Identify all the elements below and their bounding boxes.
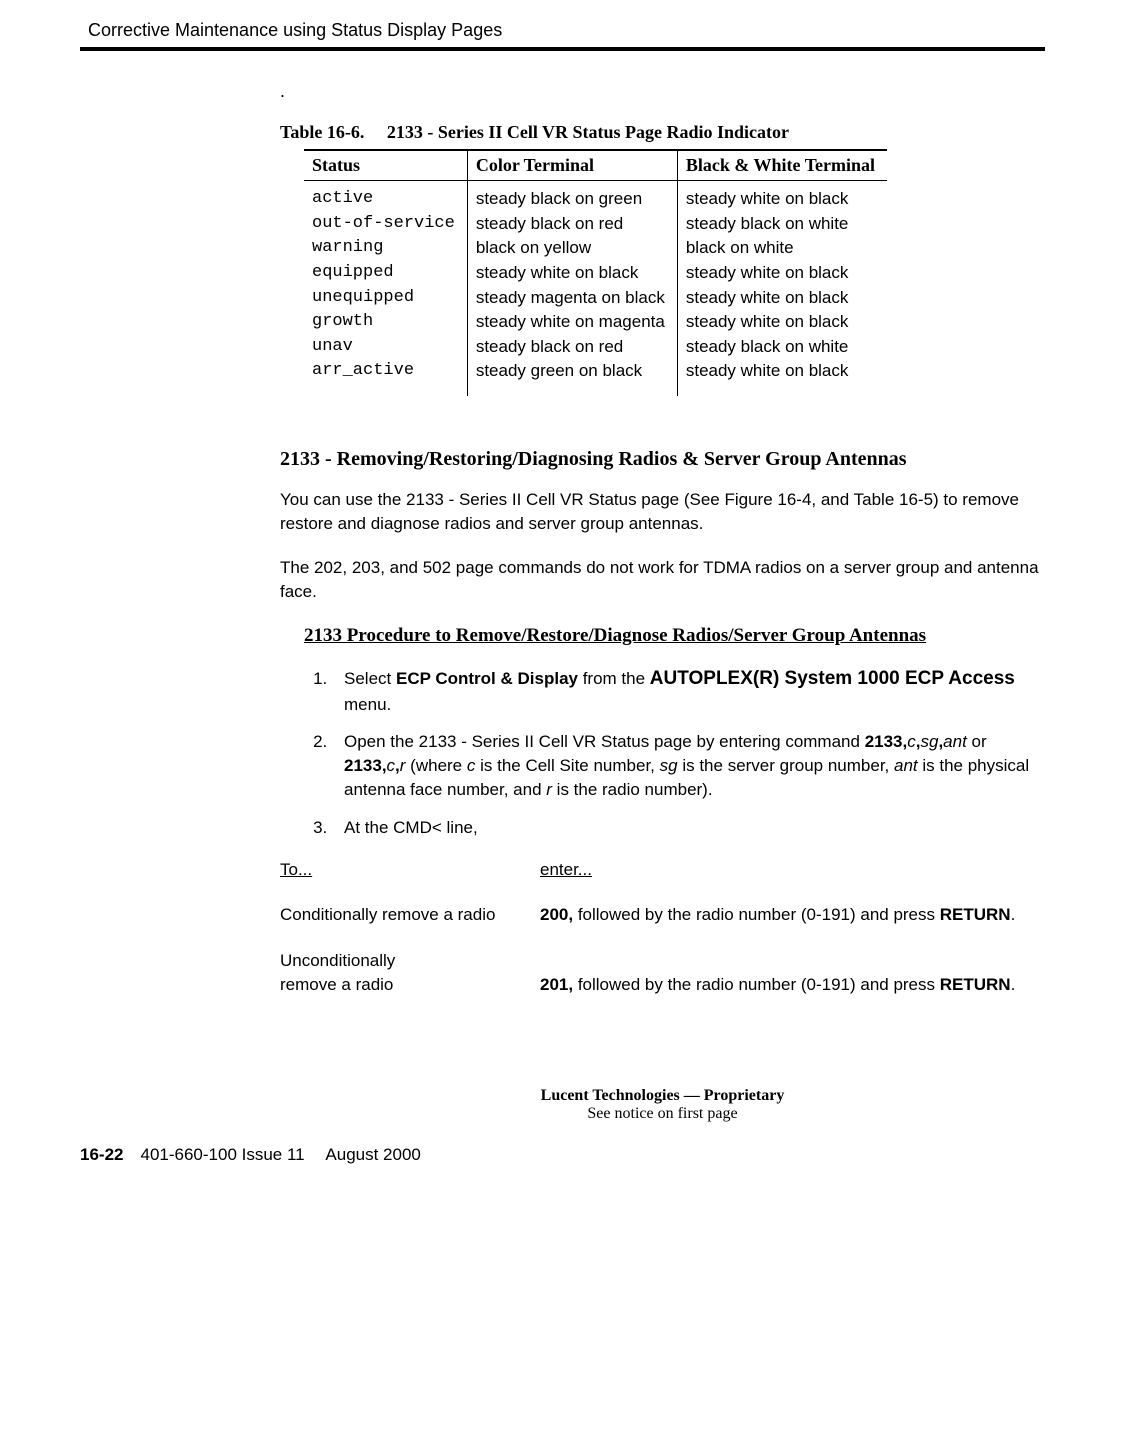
text: followed by the radio number (0-191) and…: [573, 905, 940, 924]
text: .: [1011, 905, 1016, 924]
text-bold: ECP Control & Display: [396, 669, 578, 688]
cmd-header-enter: enter...: [540, 858, 1045, 882]
bw-val: steady white on black: [686, 263, 849, 282]
text-ital: sg: [660, 756, 678, 775]
text: Open the: [344, 732, 419, 751]
stray-dot: .: [280, 81, 1045, 102]
procedure-list: Select ECP Control & Display from the AU…: [304, 666, 1045, 840]
text-ital: ant: [943, 732, 967, 751]
procedure-heading: 2133 Procedure to Remove/Restore/Diagnos…: [304, 623, 1045, 649]
status-val: unequipped: [312, 288, 414, 307]
cmd-entry: 201, followed by the radio number (0-191…: [540, 949, 1045, 997]
color-val: steady black on red: [476, 337, 623, 356]
text: .: [1011, 975, 1016, 994]
status-val: arr_active: [312, 361, 414, 380]
text-ital: sg: [920, 732, 938, 751]
th-color: Color Terminal: [467, 150, 677, 181]
cmd-entry: 200, followed by the radio number (0-191…: [540, 903, 1045, 927]
header-rule: [80, 47, 1045, 51]
status-val: growth: [312, 312, 373, 331]
footer-proprietary: Lucent Technologies — Proprietary: [280, 1087, 1045, 1105]
step-3: At the CMD< line,: [332, 816, 1045, 840]
text: (where: [405, 756, 466, 775]
text: CMD<: [393, 818, 442, 837]
doc-id: 401-660-100 Issue 11 August 2000: [123, 1145, 420, 1164]
bw-col: steady white on black steady black on wh…: [677, 181, 887, 397]
text: or: [967, 732, 987, 751]
intro-para-1: You can use the 2133 - Series II Cell VR…: [280, 488, 1045, 536]
text-bold: 200,: [540, 905, 573, 924]
cmd-action: Conditionally remove a radio: [280, 903, 540, 927]
status-val: equipped: [312, 263, 394, 282]
cmd-action: Unconditionally remove a radio: [280, 949, 540, 997]
text-bold: 201,: [540, 975, 573, 994]
text-bold: 2133,: [344, 756, 387, 775]
status-val: out-of-service: [312, 214, 455, 233]
status-val: unav: [312, 337, 353, 356]
text: line,: [442, 818, 478, 837]
bw-val: steady white on black: [686, 189, 849, 208]
color-col: steady black on green steady black on re…: [467, 181, 677, 397]
th-status: Status: [304, 150, 467, 181]
text: from the: [578, 669, 650, 688]
cmd-header-to: To...: [280, 858, 540, 882]
text: remove a radio: [280, 975, 393, 994]
color-val: steady black on green: [476, 189, 642, 208]
status-val: active: [312, 189, 373, 208]
footer-notice: See notice on first page: [280, 1105, 1045, 1123]
page-number: 16-22: [80, 1145, 123, 1164]
command-header-row: To... enter...: [280, 858, 1045, 882]
text: page by entering command: [649, 732, 864, 751]
bw-val: black on white: [686, 238, 794, 257]
color-val: steady green on black: [476, 361, 642, 380]
status-col: active out-of-service warning equipped u…: [304, 181, 467, 397]
text: menu.: [344, 695, 391, 714]
bw-val: steady white on black: [686, 361, 849, 380]
intro-para-2: The 202, 203, and 502 page commands do n…: [280, 556, 1045, 604]
content-area: . Table 16-6. 2133 - Series II Cell VR S…: [280, 81, 1045, 1165]
text-bold: RETURN: [940, 905, 1011, 924]
text-ital: c: [907, 732, 916, 751]
text: is the server group number,: [678, 756, 894, 775]
text-bold: RETURN: [940, 975, 1011, 994]
text: You can use the: [280, 490, 406, 509]
command-table: To... enter... Conditionally remove a ra…: [280, 858, 1045, 997]
bw-val: steady white on black: [686, 288, 849, 307]
step-2: Open the 2133 - Series II Cell VR Status…: [332, 730, 1045, 801]
text: 2133 - Series II Cell VR Status: [419, 732, 650, 751]
text: 2133 - Series II Cell VR Status: [406, 490, 637, 509]
step-1: Select ECP Control & Display from the AU…: [332, 666, 1045, 716]
table-caption: Table 16-6. 2133 - Series II Cell VR Sta…: [280, 122, 1045, 143]
status-val: warning: [312, 238, 383, 257]
text-ital: ant: [894, 756, 918, 775]
text: is the Cell Site number,: [475, 756, 659, 775]
text: Select: [344, 669, 396, 688]
color-val: black on yellow: [476, 238, 591, 257]
color-val: steady black on red: [476, 214, 623, 233]
text: followed by the radio number (0-191) and…: [573, 975, 940, 994]
color-val: steady magenta on black: [476, 288, 665, 307]
section-heading: 2133 - Removing/Restoring/Diagnosing Rad…: [280, 446, 1045, 472]
status-table: Status Color Terminal Black & White Term…: [304, 149, 887, 396]
footer: Lucent Technologies — Proprietary See no…: [280, 1087, 1045, 1123]
text: At the: [344, 818, 393, 837]
text-bold: AUTOPLEX(R) System 1000 ECP Access: [650, 668, 1015, 689]
bw-val: steady white on black: [686, 312, 849, 331]
text-bold: 2133,: [865, 732, 908, 751]
page-number-line: 16-22 401-660-100 Issue 11 August 2000: [80, 1145, 1045, 1165]
text: is the radio number).: [552, 780, 713, 799]
color-val: steady white on black: [476, 263, 639, 282]
page: Corrective Maintenance using Status Disp…: [0, 0, 1125, 1195]
th-bw: Black & White Terminal: [677, 150, 887, 181]
bw-val: steady black on white: [686, 337, 849, 356]
command-row: Unconditionally remove a radio 201, foll…: [280, 949, 1045, 997]
text: Unconditionally: [280, 951, 395, 970]
command-row: Conditionally remove a radio 200, follow…: [280, 903, 1045, 927]
running-head: Corrective Maintenance using Status Disp…: [88, 20, 1045, 41]
color-val: steady white on magenta: [476, 312, 665, 331]
bw-val: steady black on white: [686, 214, 849, 233]
text-ital: c: [387, 756, 396, 775]
